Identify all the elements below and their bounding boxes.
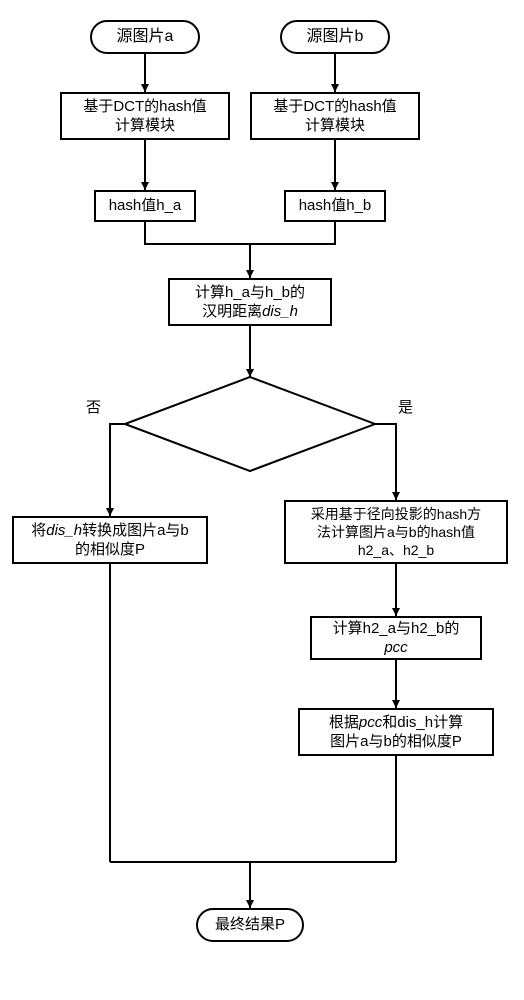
terminator-result: 最终结果P	[196, 908, 304, 942]
process-convert: 将dis_h转换成图片a与b 的相似度P	[12, 516, 208, 564]
label: 采用基于径向投影的hash方 法计算图片a与b的hash值 h2_a、h2_b	[311, 505, 481, 560]
label: 基于DCT的hash值 计算模块	[83, 97, 206, 136]
label: hash值h_a	[109, 196, 182, 216]
label: 计算h_a与h_b的 汉明距离dis_h	[195, 283, 305, 322]
label: 计算h2_a与h2_b的 pcc	[333, 619, 460, 658]
label: 源图片a	[117, 27, 174, 48]
label: 最终结果P	[215, 915, 285, 935]
decision-label: dis_h在10~25范围内？	[125, 414, 375, 435]
label: 根据pcc和dis_h计算 图片a与b的相似度P	[329, 713, 463, 752]
label: hash值h_b	[299, 196, 372, 216]
process-hamming: 计算h_a与h_b的 汉明距离dis_h	[168, 278, 332, 326]
process-dct-b: 基于DCT的hash值 计算模块	[250, 92, 420, 140]
process-radial: 采用基于径向投影的hash方 法计算图片a与b的hash值 h2_a、h2_b	[284, 500, 508, 564]
process-calcP: 根据pcc和dis_h计算 图片a与b的相似度P	[298, 708, 494, 756]
label: 基于DCT的hash值 计算模块	[273, 97, 396, 136]
process-ha: hash值h_a	[94, 190, 196, 222]
edge-label-yes: 是	[398, 396, 413, 417]
process-hb: hash值h_b	[284, 190, 386, 222]
edge-label-no: 否	[86, 396, 101, 417]
terminator-src-a: 源图片a	[90, 20, 200, 54]
process-pcc: 计算h2_a与h2_b的 pcc	[310, 616, 482, 660]
process-dct-a: 基于DCT的hash值 计算模块	[60, 92, 230, 140]
label: 源图片b	[307, 27, 364, 48]
terminator-src-b: 源图片b	[280, 20, 390, 54]
label: 将dis_h转换成图片a与b 的相似度P	[31, 521, 189, 560]
